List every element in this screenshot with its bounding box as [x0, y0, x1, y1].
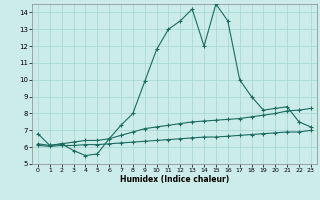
X-axis label: Humidex (Indice chaleur): Humidex (Indice chaleur): [120, 175, 229, 184]
